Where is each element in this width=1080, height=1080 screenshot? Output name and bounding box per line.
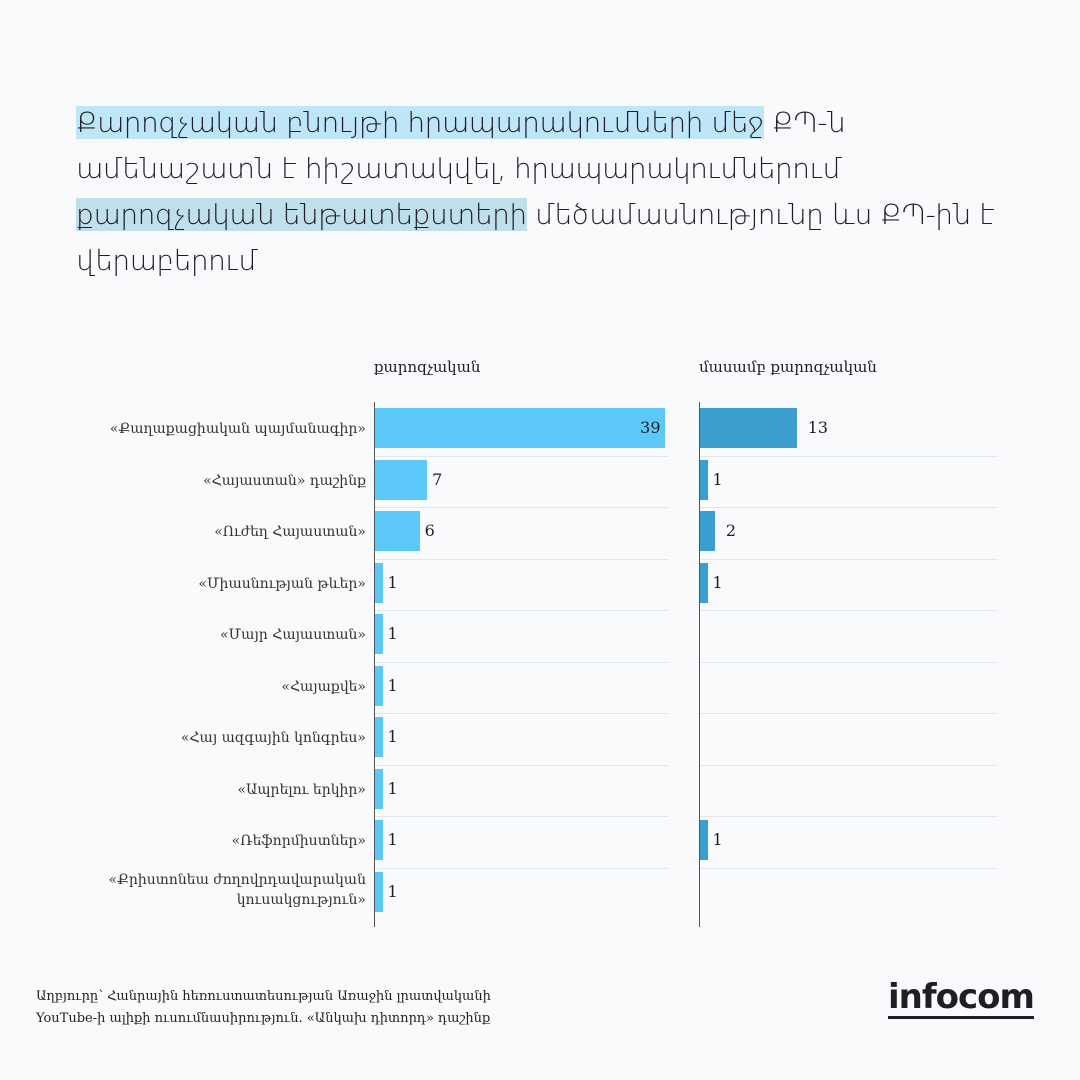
data-label: 1 xyxy=(712,469,723,489)
source-line-1: Աղբյուրը՝ Հանրային հեռուստատեսության Առա… xyxy=(36,989,491,1004)
data-label: 1 xyxy=(387,572,398,592)
bar-propaganda xyxy=(375,614,383,654)
data-label: 1 xyxy=(387,778,398,798)
category-label: «Հայաստան» դաշինք xyxy=(203,472,366,489)
gridline xyxy=(374,455,668,457)
category-label: «Միասնության թևեր» xyxy=(198,575,366,592)
data-label: 1 xyxy=(387,727,398,746)
bar-partial xyxy=(700,459,708,500)
gridline xyxy=(699,816,998,817)
category-label: «Մայր Հայաստան» xyxy=(220,627,366,643)
bar-propaganda xyxy=(375,562,383,603)
bar-propaganda xyxy=(375,408,666,448)
headline-highlight-1: Քարոզչական բնույթի հրապարակումների մեջ xyxy=(76,106,764,139)
headline-highlight-2: քարոզչական ենթատեքստերի xyxy=(76,198,527,231)
category-label: «Հայ ազգային կոնգրես» xyxy=(180,730,366,746)
bar-propaganda xyxy=(375,820,383,860)
gridline xyxy=(699,507,998,508)
gridline xyxy=(699,558,998,560)
bar-propaganda xyxy=(375,768,383,809)
category-label: «Ուժեղ Հայաստան» xyxy=(214,524,366,540)
gridline xyxy=(374,816,668,817)
data-label: 1 xyxy=(387,881,398,901)
gridline xyxy=(699,661,998,663)
gridline xyxy=(374,713,668,714)
data-label: 6 xyxy=(424,521,435,540)
bar-partial xyxy=(700,408,797,448)
gridline xyxy=(374,507,668,508)
gridline xyxy=(699,764,998,766)
bar-partial xyxy=(700,562,708,603)
data-label: 7 xyxy=(432,469,443,489)
bar-propaganda xyxy=(375,717,383,757)
bar-partial xyxy=(700,820,708,860)
gridline xyxy=(699,867,998,869)
bar-propaganda xyxy=(375,871,383,912)
headline-text-2: մեծամասնությունը ևս ՔՊ-ին է վերաբերում xyxy=(76,198,995,277)
data-label: 1 xyxy=(712,830,723,849)
data-label: 1 xyxy=(387,830,398,849)
category-label: «Քաղաքացիական պայմանագիր» xyxy=(109,421,366,437)
series-header-partial-propaganda: մասամբ քարոզչական xyxy=(699,358,877,376)
series-header-propaganda: քարոզչական xyxy=(374,358,481,376)
data-label: 1 xyxy=(387,624,398,643)
gridline xyxy=(374,764,668,766)
headline: Քարոզչական բնույթի հրապարակումների մեջ Ք… xyxy=(76,100,1036,284)
gridline xyxy=(374,867,668,869)
gridline xyxy=(374,558,668,560)
category-label: «Ռեֆորմիստներ» xyxy=(231,833,366,849)
axis-line xyxy=(699,402,700,927)
bar-partial xyxy=(700,511,715,551)
source-line-2: YouTube-ի ալիքի ուսումնասիրություն. «Անկ… xyxy=(36,1011,491,1026)
bar-propaganda xyxy=(375,459,428,500)
gridline xyxy=(374,661,668,663)
data-label: 1 xyxy=(712,572,723,592)
bar-propaganda xyxy=(375,511,420,551)
category-label: «Ապրելու երկիր» xyxy=(237,781,366,798)
bar-propaganda xyxy=(375,665,383,706)
infocom-logo: infocom xyxy=(888,977,1035,1019)
gridline xyxy=(374,610,668,611)
gridline xyxy=(699,610,998,611)
data-label: 1 xyxy=(387,675,398,695)
headline-text-1: ՔՊ-ն ամենաշատն է հիշատակվել, հրապարակում… xyxy=(76,106,846,185)
data-label: 39 xyxy=(640,418,661,437)
category-label: «Հայաքվե» xyxy=(281,678,366,695)
axis-line xyxy=(374,402,375,927)
data-label: 2 xyxy=(725,521,737,540)
source-note: Աղբյուրը՝ Հանրային հեռուստատեսության Առա… xyxy=(36,986,491,1030)
gridline xyxy=(699,713,998,714)
gridline xyxy=(699,455,998,457)
category-label: «Քրիստոնեա ժողովրդավարական կուսակցությու… xyxy=(108,871,366,908)
data-label: 13 xyxy=(807,418,829,437)
